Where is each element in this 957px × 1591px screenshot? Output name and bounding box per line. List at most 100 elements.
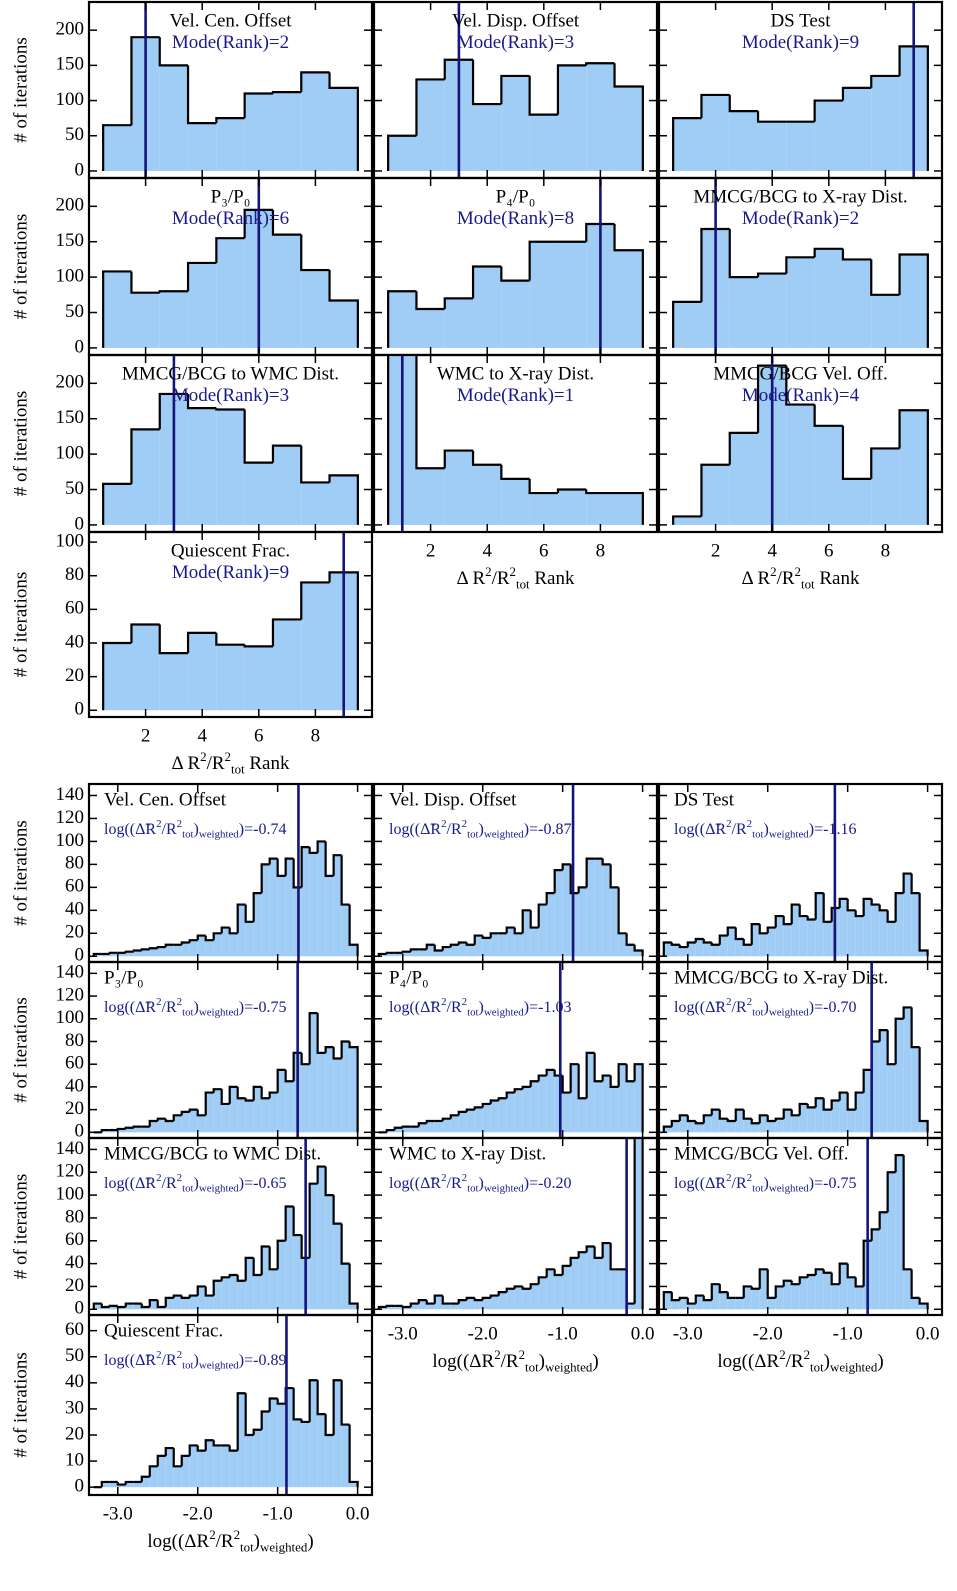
bar — [269, 1092, 278, 1133]
bar — [244, 646, 273, 711]
bar — [285, 1206, 294, 1310]
bar — [205, 940, 214, 957]
bar-edge — [813, 247, 843, 258]
bar-edge — [728, 228, 759, 279]
bar-edge — [830, 1099, 840, 1110]
bar — [871, 75, 900, 171]
annotation-value: 9 — [280, 562, 290, 583]
bar — [735, 1109, 744, 1133]
bar-edge — [918, 1047, 929, 1133]
y-tick-label: 50 — [65, 301, 84, 322]
y-tick-label: 200 — [56, 19, 85, 40]
annotation-part: tot — [752, 1006, 763, 1018]
y-tick-label: 40 — [65, 1252, 84, 1273]
annotation-part: weighted — [199, 828, 239, 840]
bar-edge — [409, 1302, 419, 1308]
bar — [213, 1089, 222, 1133]
bar-edge — [894, 891, 904, 922]
x-tick-label: 6 — [539, 540, 549, 561]
bar — [418, 949, 427, 957]
bar-edge — [553, 869, 563, 894]
bar — [767, 1120, 776, 1133]
bar-edge — [328, 72, 359, 171]
bar — [538, 1277, 547, 1310]
annotation-part: ) — [764, 1175, 769, 1192]
bar — [349, 944, 358, 957]
y-tick-label: 100 — [56, 1007, 85, 1028]
panel — [377, 1138, 644, 1315]
annotation-part: ) — [194, 821, 199, 838]
bar — [149, 948, 158, 957]
bar — [799, 1103, 808, 1133]
bar — [253, 1086, 262, 1133]
bar — [125, 1127, 134, 1133]
x-axis-label-part: Δ R — [172, 753, 201, 774]
panel — [672, 178, 929, 355]
bar-edge — [545, 891, 555, 905]
x-tick-label: 4 — [197, 725, 207, 746]
bar — [626, 944, 635, 957]
annotation-part: tot — [182, 1182, 193, 1194]
bar — [695, 1123, 704, 1133]
bar-edge — [585, 62, 615, 66]
bar-edge — [662, 1291, 672, 1310]
bar — [879, 1030, 888, 1133]
bar — [594, 1081, 603, 1133]
bar-edge — [742, 1109, 752, 1120]
bar — [791, 1284, 800, 1310]
annotation-value: -0.20 — [538, 1175, 571, 1192]
bar — [434, 1120, 443, 1133]
x-tick-label: 0.0 — [631, 1323, 655, 1344]
bar-edge — [328, 270, 359, 348]
bar — [293, 1419, 302, 1488]
bar — [329, 87, 358, 171]
bar-edge — [710, 1108, 720, 1116]
bar-edge — [601, 1074, 611, 1082]
bar — [458, 1300, 467, 1310]
bar-edge — [585, 222, 615, 242]
bar-edge — [545, 1068, 555, 1076]
bar-edge — [271, 209, 302, 236]
annotation: log((Δ̃R2/R2tot)weighted)=-0.87 — [389, 817, 571, 840]
bar-edge — [813, 99, 843, 122]
bar-edge — [481, 1102, 491, 1108]
bar — [141, 1126, 150, 1133]
bar — [538, 904, 547, 957]
bar-edge — [798, 904, 808, 918]
bar-edge — [292, 1051, 302, 1082]
bar — [847, 1277, 856, 1310]
bar-edge — [710, 942, 720, 946]
bar-edge — [385, 1304, 395, 1308]
panel-title: MMCG/BCG to X-ray Dist. — [674, 967, 888, 988]
bar-edge — [870, 74, 900, 88]
x-axis-label-part: tot — [525, 1359, 539, 1374]
bar — [847, 1109, 856, 1133]
y-tick-label: 80 — [65, 1206, 84, 1227]
bar-edge — [918, 1297, 929, 1310]
bar — [181, 942, 190, 957]
bar — [386, 1305, 395, 1310]
bar-edge — [284, 1205, 294, 1241]
annotation-part: tot — [182, 828, 193, 840]
y-axis-label: # of iterations — [10, 1174, 31, 1280]
bar-edge — [700, 93, 730, 119]
x-axis-label-part: ) — [307, 1531, 313, 1552]
bar-edge — [116, 1305, 126, 1309]
y-axis-label: # of iterations — [10, 572, 31, 678]
annotation-part: weighted — [199, 1182, 239, 1194]
bar — [189, 1445, 198, 1488]
annotation-part: log((Δ̃R — [389, 999, 441, 1016]
bar — [285, 1081, 294, 1133]
x-tick-label: -3.0 — [388, 1323, 418, 1344]
bar-edge — [156, 1117, 166, 1121]
bar — [554, 1275, 563, 1310]
bar — [594, 1257, 603, 1310]
y-tick-label: 120 — [56, 807, 85, 828]
annotation: Mode(Rank)=1 — [457, 385, 574, 406]
bar-edge — [528, 240, 558, 281]
x-axis-label: Δ R2/R2tot Rank — [172, 749, 290, 777]
bar — [474, 935, 483, 957]
bar-edge — [180, 1110, 190, 1116]
annotation: log((Δ̃R2/R2tot)weighted)=-0.20 — [389, 1171, 571, 1194]
bar-edge — [750, 923, 760, 945]
